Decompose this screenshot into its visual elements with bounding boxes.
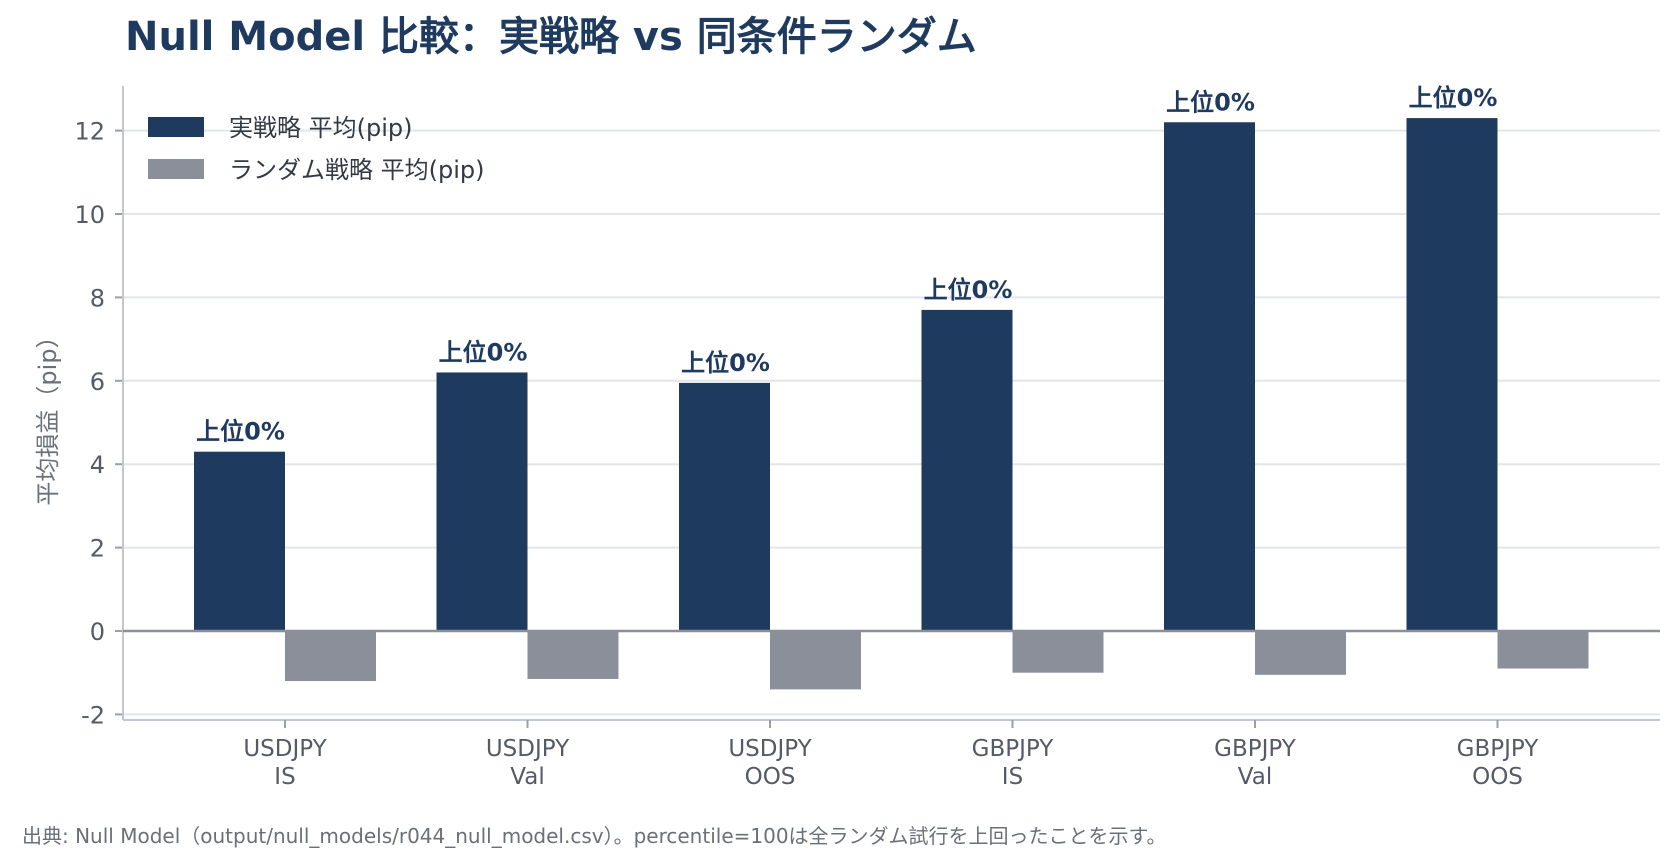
bar-random-0 bbox=[285, 631, 376, 682]
x-tick-labels: USDJPYISUSDJPYValUSDJPYOOSGBPJPYISGBPJPY… bbox=[243, 736, 1539, 790]
x-tick-label: USDJPY bbox=[243, 736, 327, 762]
legend-label-real: 実戦略 平均(pip) bbox=[229, 114, 413, 142]
legend-label-random: ランダム戦略 平均(pip) bbox=[229, 156, 485, 184]
y-tick-label: -2 bbox=[81, 701, 105, 729]
data-label: 上位0% bbox=[439, 338, 528, 366]
bar-real-0 bbox=[194, 451, 285, 631]
bar-random-5 bbox=[1497, 631, 1589, 669]
bar-random-2 bbox=[770, 631, 861, 690]
y-axis-label: 平均損益（pip） bbox=[34, 324, 62, 505]
x-tick-label: GBPJPY bbox=[1457, 736, 1540, 762]
x-tick-label: GBPJPY bbox=[972, 736, 1055, 762]
bar-random-1 bbox=[527, 631, 619, 679]
y-tick-label: 10 bbox=[74, 201, 105, 229]
x-tick-label: USDJPY bbox=[486, 736, 570, 762]
x-tick-label: USDJPY bbox=[728, 736, 812, 762]
data-label: 上位0% bbox=[196, 418, 285, 446]
data-label: 上位0% bbox=[1166, 88, 1255, 116]
x-tick-label: Val bbox=[510, 764, 544, 790]
data-label: 上位0% bbox=[1409, 84, 1498, 112]
bar-real-1 bbox=[436, 372, 528, 631]
legend-swatch-real bbox=[148, 117, 204, 137]
bar-real-5 bbox=[1406, 118, 1498, 632]
y-tick-label: 2 bbox=[90, 535, 105, 563]
y-tick-label: 4 bbox=[90, 451, 105, 479]
bar-random-3 bbox=[1012, 631, 1104, 673]
y-tick-label: 6 bbox=[90, 368, 105, 396]
legend: 実戦略 平均(pip) ランダム戦略 平均(pip) bbox=[148, 114, 485, 184]
chart-title: Null Model 比較：実戦略 vs 同条件ランダム bbox=[125, 14, 977, 60]
bars bbox=[194, 118, 1589, 690]
bar-random-4 bbox=[1255, 631, 1346, 675]
axes bbox=[115, 86, 1660, 728]
x-tick-label: IS bbox=[1002, 764, 1023, 790]
bar-real-3 bbox=[921, 309, 1013, 631]
data-labels: 上位0% 上位0% 上位0% 上位0% 上位0% 上位0% bbox=[196, 84, 1497, 446]
data-label: 上位0% bbox=[924, 276, 1013, 304]
data-label: 上位0% bbox=[681, 349, 770, 377]
bar-real-2 bbox=[679, 382, 770, 631]
y-tick-labels: -2 0 2 4 6 8 10 12 bbox=[74, 118, 105, 730]
x-tick-label: GBPJPY bbox=[1214, 736, 1297, 762]
source-note: 出典: Null Model（output/null_models/r044_n… bbox=[22, 824, 1167, 848]
x-tick-label: OOS bbox=[1472, 764, 1523, 790]
y-tick-label: 12 bbox=[74, 118, 105, 146]
x-tick-label: OOS bbox=[745, 764, 796, 790]
bar-real-4 bbox=[1164, 122, 1255, 631]
legend-swatch-random bbox=[148, 159, 204, 179]
y-tick-label: 0 bbox=[90, 618, 105, 646]
x-tick-label: IS bbox=[274, 764, 295, 790]
x-tick-label: Val bbox=[1238, 764, 1272, 790]
y-tick-label: 8 bbox=[90, 284, 105, 312]
